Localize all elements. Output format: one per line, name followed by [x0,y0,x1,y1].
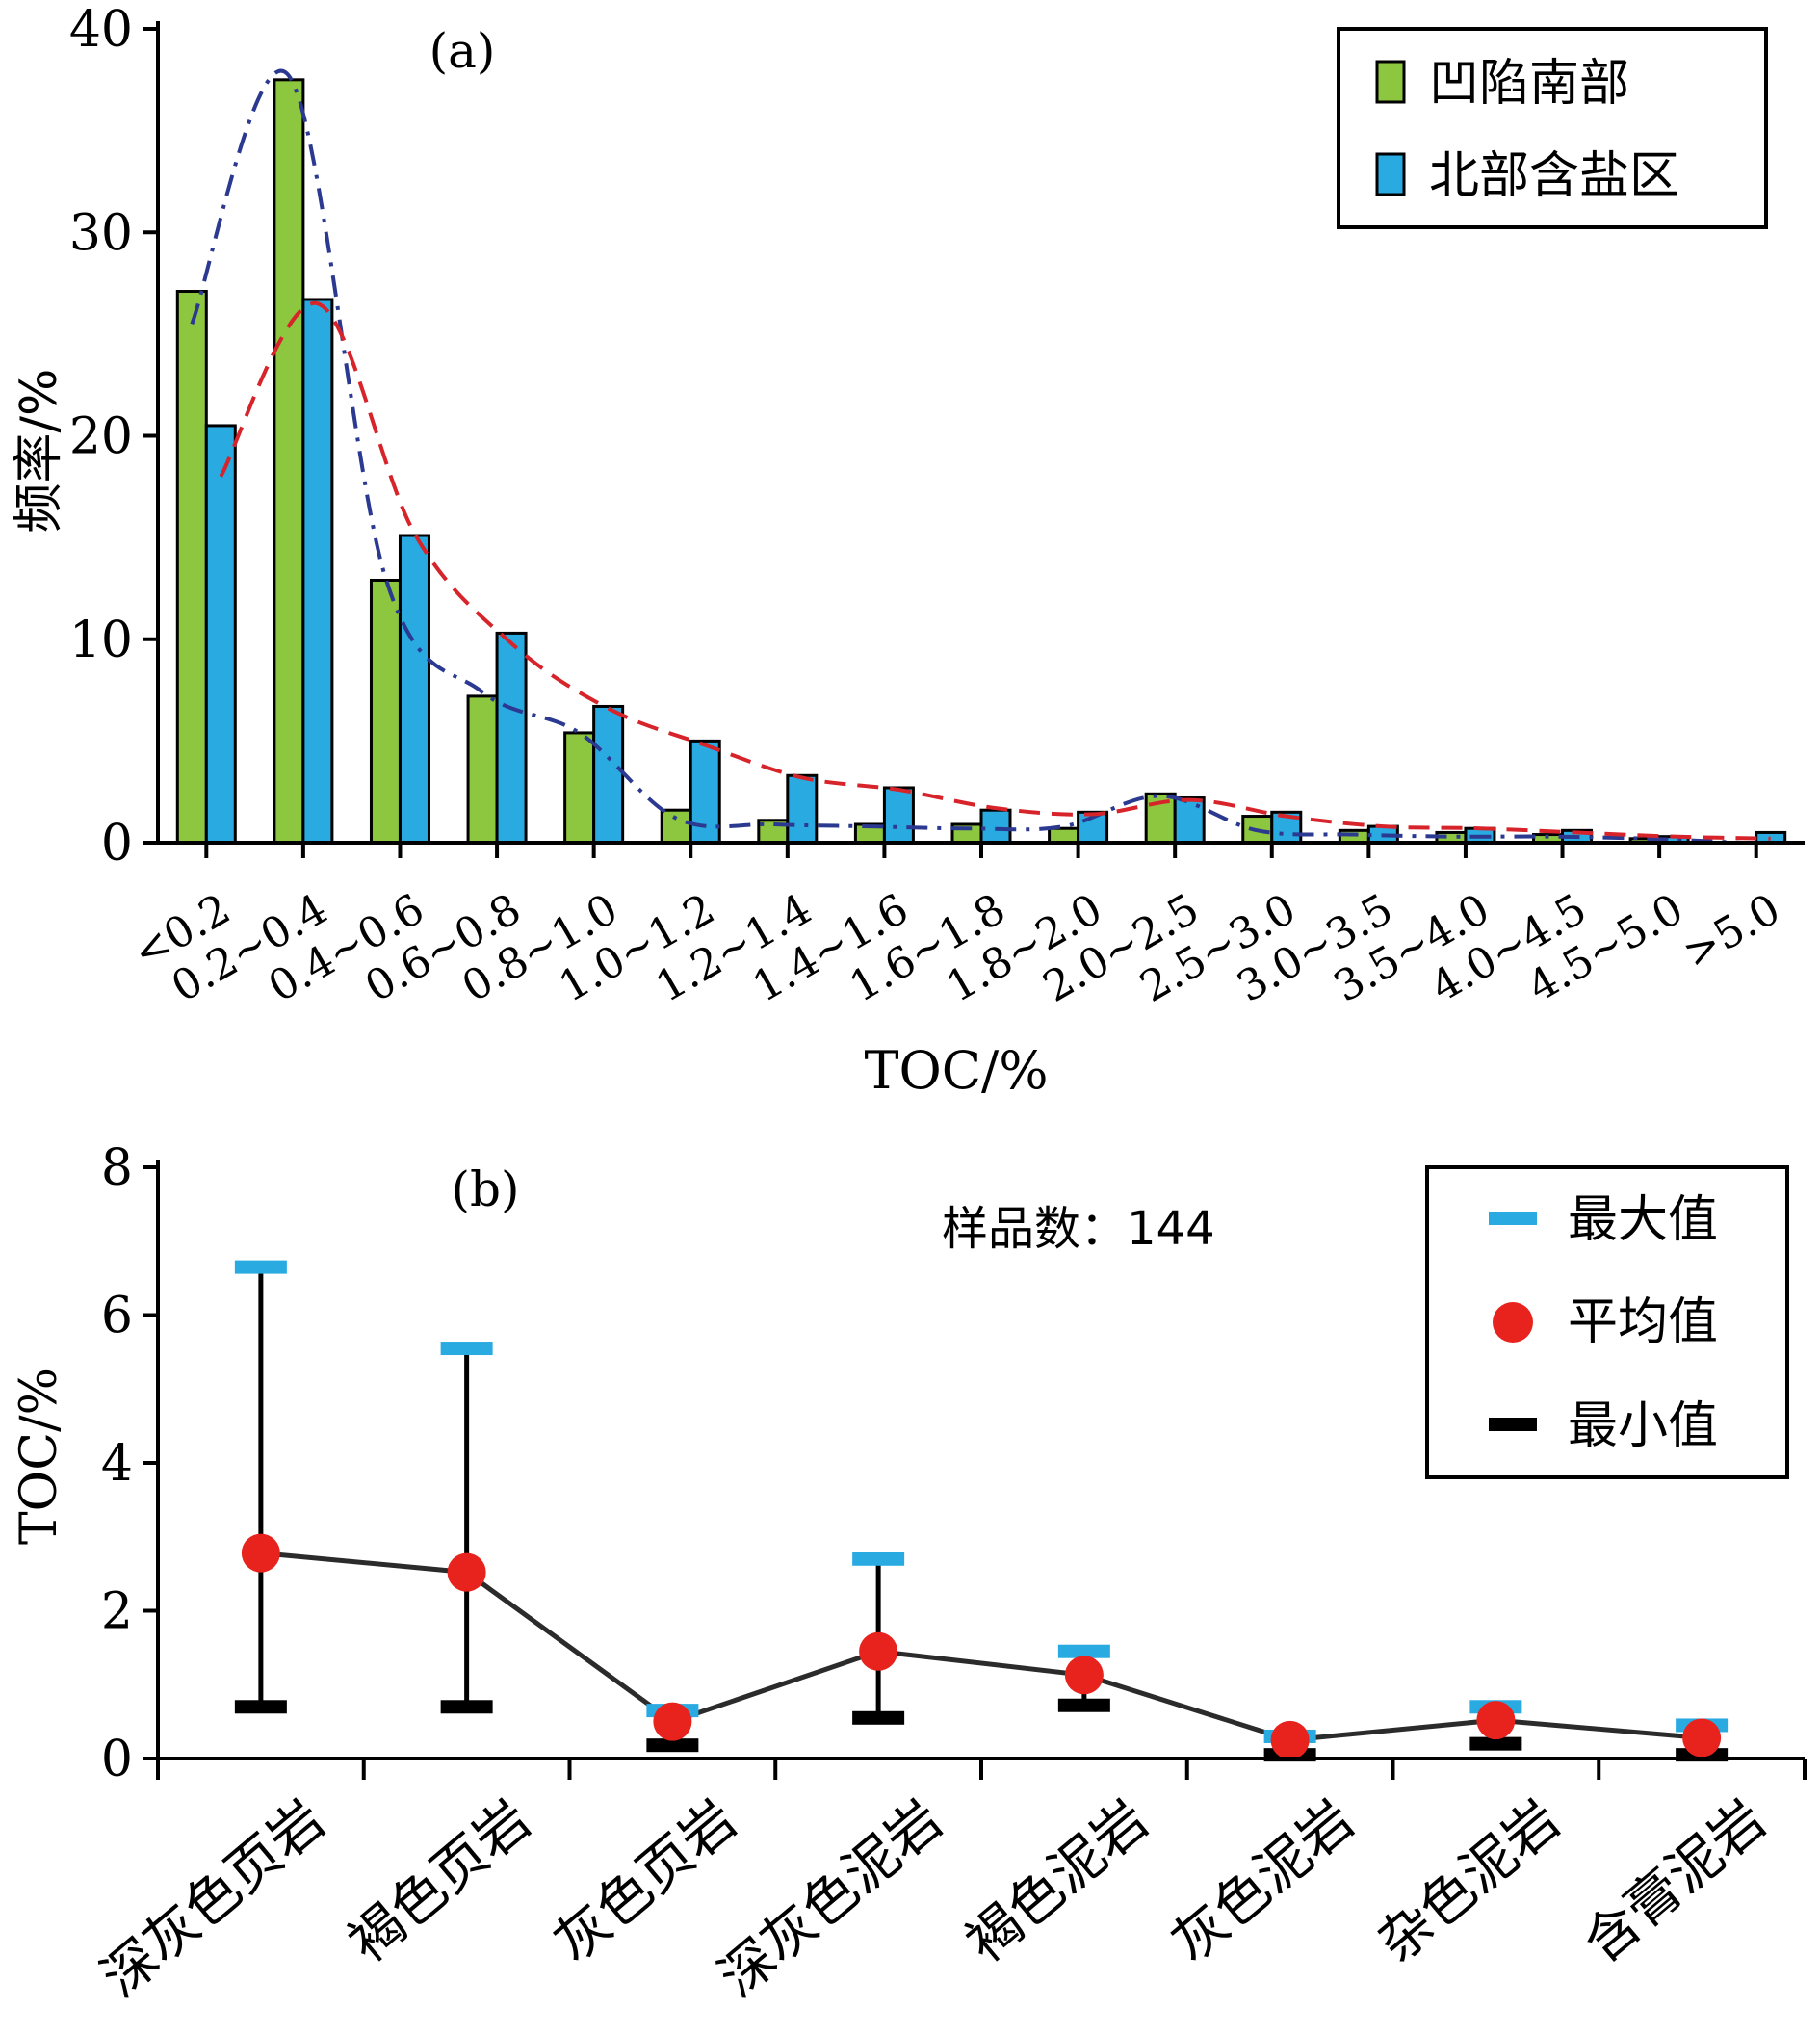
b-mean-line-path [260,1551,1703,1743]
a-legend: 凹陷南部 北部含盐区 [1337,27,1768,229]
a-bar [882,786,915,845]
a-legend-swatch-north [1375,152,1406,196]
b-legend-label-max: 最大值 [1568,1191,1718,1249]
a-bar [273,78,305,845]
a-trend-line [219,301,1771,841]
a-bar [592,704,625,845]
b-axes [156,1160,1807,1780]
a-bar [398,534,430,845]
a-y-tick-label: 0 [101,815,133,873]
b-mean-marker [653,1702,692,1741]
a-legend-swatch-south [1375,60,1406,104]
a-y-tick-label: 40 [69,1,133,59]
b-y-axis-title: TOC/% [11,1368,68,1545]
b-legend-box [1425,1165,1789,1479]
a-legend-label-north: 北部含盐区 [1429,147,1679,205]
a-y-ticks: 0 10 20 30 40 [69,1,158,873]
b-legend: 最大值 平均值 最小值 [1425,1165,1789,1479]
b-y-tick-label: 2 [101,1583,133,1641]
a-trend-lines [190,68,1771,843]
b-y-tick-label: 4 [101,1435,133,1493]
b-x-tick-label: 含膏泥岩 [1573,1788,1778,1975]
a-x-axis-title: TOC/% [864,1040,1048,1101]
a-bar [979,808,1012,845]
a-bar [1173,796,1206,845]
b-x-tick-label: 灰色泥岩 [1160,1788,1365,1975]
a-bars [175,78,1787,845]
b-x-tick-label: 褐色页岩 [337,1788,542,1975]
b-legend-mean-marker [1493,1302,1533,1343]
a-bar [369,578,402,845]
b-legend-min-marker [1489,1418,1537,1431]
b-y-tick-label: 0 [101,1731,133,1788]
b-legend-label-min: 最小值 [1568,1397,1718,1455]
b-mean-line [260,1551,1703,1743]
b-min-marker [1057,1698,1110,1712]
b-legend-max-marker [1489,1212,1537,1225]
a-bar [495,631,528,845]
a-legend-box [1337,27,1768,229]
b-mean-marker [1682,1718,1722,1758]
panel-a: 0 10 20 30 40 <0.20.2~0.40.4~0.60.6~0.80.8~1… [11,1,1805,1101]
b-y-ticks: 0 2 4 6 8 [101,1139,158,1788]
b-x-tick-label: 灰色页岩 [543,1788,748,1975]
a-trend-line [190,68,1742,843]
a-y-tick-label: 10 [69,612,133,669]
b-panel-label: (b) [451,1161,519,1217]
a-bar [1144,792,1177,845]
b-max-marker [852,1552,905,1566]
a-bar [1048,826,1080,845]
b-max-marker [234,1260,287,1274]
b-x-tick-label: 深灰色泥岩 [708,1788,954,2010]
a-bar [563,731,596,845]
a-bar [466,694,499,845]
a-y-axis-title: 频率/% [11,369,68,534]
b-x-tick-label: 深灰色页岩 [91,1788,337,2010]
a-y-tick-label: 30 [69,204,133,262]
b-x-tick-label: 褐色泥岩 [954,1788,1159,1975]
b-y-tick-label: 8 [101,1139,133,1197]
b-sample-count: 样品数：144 [942,1202,1215,1256]
a-legend-label-south: 凹陷南部 [1429,55,1629,113]
a-bar [204,424,237,845]
a-x-tick-label: >5.0 [1675,884,1788,978]
b-mean-marker [1064,1656,1104,1695]
b-mean-marker [447,1552,486,1592]
a-axes [156,21,1805,858]
b-min-marker [1469,1736,1522,1751]
b-mean-marker [859,1631,898,1671]
a-bar [660,808,692,845]
b-mean-marker [1270,1720,1310,1760]
a-y-tick-label: 20 [69,408,133,466]
b-markers [234,1260,1729,1762]
b-mean-marker [1476,1701,1516,1740]
b-min-marker [852,1710,905,1725]
b-legend-label-mean: 平均值 [1568,1293,1718,1351]
b-mean-marker [241,1533,280,1573]
b-max-marker [440,1342,493,1356]
a-bar [786,773,819,845]
b-max-marker [1057,1644,1110,1658]
a-bar [175,290,208,845]
b-min-marker [234,1700,287,1714]
a-bar [301,298,334,845]
b-x-tick-label: 杂色泥岩 [1366,1788,1572,1975]
b-min-marker [440,1700,493,1714]
a-x-tick-labels: <0.20.2~0.40.4~0.60.6~0.80.8~1.01.0~1.21… [125,884,1788,1012]
b-y-tick-label: 6 [101,1288,133,1345]
b-min-marker [646,1738,699,1753]
a-panel-label: (a) [429,23,496,79]
